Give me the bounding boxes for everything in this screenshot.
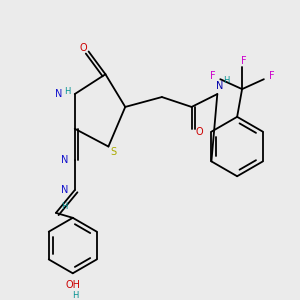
Text: H: H (61, 202, 67, 211)
Text: H: H (64, 87, 70, 96)
Text: F: F (241, 56, 247, 66)
Text: N: N (61, 155, 68, 165)
Text: H: H (223, 76, 230, 85)
Text: O: O (80, 43, 88, 52)
Text: N: N (56, 89, 63, 99)
Text: F: F (210, 71, 215, 81)
Text: S: S (110, 148, 116, 158)
Text: H: H (73, 291, 79, 300)
Text: N: N (61, 185, 68, 195)
Text: F: F (269, 71, 274, 81)
Text: N: N (216, 81, 223, 91)
Text: O: O (196, 127, 203, 137)
Text: OH: OH (65, 280, 80, 290)
